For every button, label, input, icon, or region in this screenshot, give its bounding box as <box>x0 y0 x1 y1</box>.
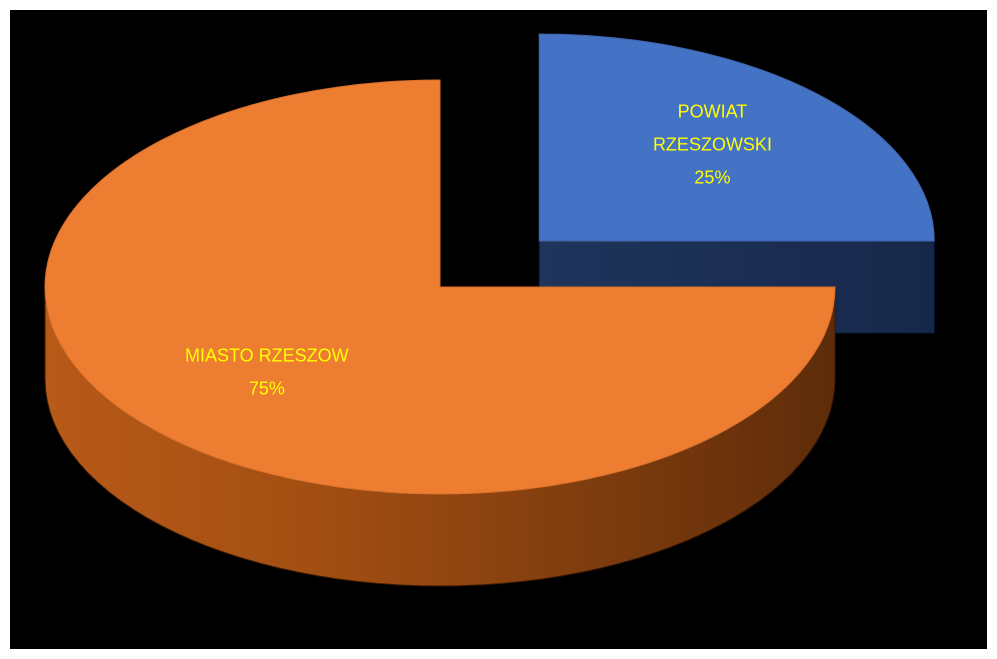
slice-name-label-0: POWIAT <box>678 101 748 121</box>
slice-name-label-0: RZESZOWSKI <box>653 134 772 154</box>
slice-name-label-1: MIASTO RZESZOW <box>185 345 349 365</box>
chart-area: POWIAT RZESZOWSKI 25% MIASTO RZESZOW 75% <box>10 10 987 649</box>
slice-label-1: MIASTO RZESZOW 75% <box>185 345 349 398</box>
slice-label-0: POWIAT RZESZOWSKI 25% <box>653 101 772 187</box>
slice-value-label-0: 25% <box>694 167 730 187</box>
pie-chart: POWIAT RZESZOWSKI 25% MIASTO RZESZOW 75% <box>44 33 935 587</box>
slice-top-0 <box>538 33 935 242</box>
slice-top-1 <box>44 79 836 495</box>
slice-value-label-1: 75% <box>249 378 285 398</box>
pie-slice-1 <box>44 79 836 587</box>
